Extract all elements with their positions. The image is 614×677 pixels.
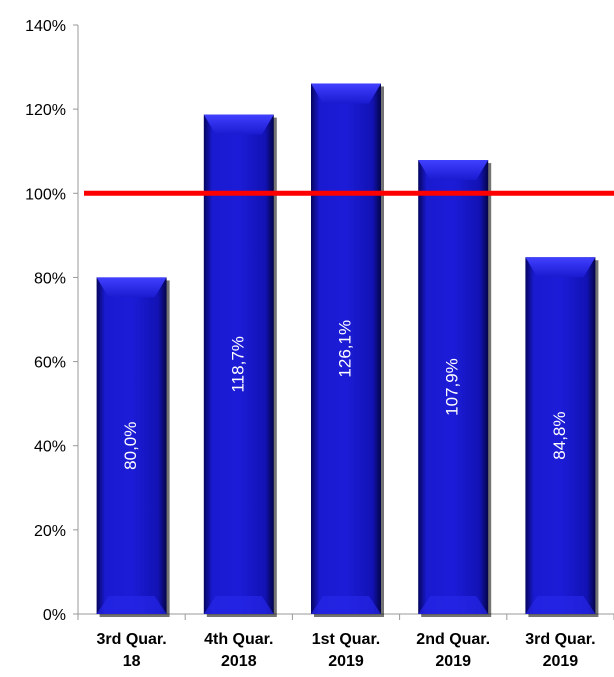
data-label: 126,1% xyxy=(335,320,354,378)
y-tick-label: 60% xyxy=(34,355,66,372)
bars: 80,0% 118,7% 126,1% 107,9% 84,8% xyxy=(96,83,599,617)
bar-cap xyxy=(203,114,274,135)
x-category-label-line: 2019 xyxy=(328,653,364,670)
bar-cap xyxy=(96,277,167,298)
bar-base xyxy=(525,596,596,614)
bar-group: 80,0% xyxy=(96,277,170,617)
y-tick-label: 120% xyxy=(25,102,66,119)
bar-group: 126,1% xyxy=(311,83,384,617)
x-category-label: 3rd Quar. 2019 xyxy=(525,631,595,670)
y-tick-label: 80% xyxy=(34,270,66,287)
bar xyxy=(96,277,167,614)
x-category-label-line: 2018 xyxy=(221,653,257,670)
x-category-label-line: 2019 xyxy=(435,653,471,670)
data-label: 80,0% xyxy=(121,422,140,470)
x-category-label: 3rd Quar. 18 xyxy=(96,631,166,670)
y-tick-label: 40% xyxy=(34,439,66,456)
bar-group: 107,9% xyxy=(418,160,492,617)
bar xyxy=(311,83,381,614)
bar xyxy=(525,257,596,614)
data-label: 107,9% xyxy=(443,358,462,416)
data-label: 84,8% xyxy=(550,412,569,460)
bar-base xyxy=(203,596,274,614)
x-category-label-line: 4th Quar. xyxy=(204,631,273,648)
bar-cap xyxy=(418,160,489,181)
y-tick-label: 140% xyxy=(25,18,66,35)
y-tick-label: 20% xyxy=(34,523,66,540)
x-category-label: 2nd Quar. 2019 xyxy=(416,631,490,670)
x-category-label-line: 1st Quar. xyxy=(312,631,380,648)
bar-base xyxy=(96,596,167,614)
bar-base xyxy=(418,596,489,614)
axes: 0% 20% 40% 60% 80% 100% 120% 140% 3rd Quar. 18 4th… xyxy=(25,18,614,670)
bar-group: 118,7% xyxy=(203,114,277,617)
x-category-label-line: 18 xyxy=(123,653,141,670)
x-category-label: 1st Quar. 2019 xyxy=(312,631,380,670)
x-category-label: 4th Quar. 2018 xyxy=(204,631,273,670)
y-tick-label: 0% xyxy=(43,607,66,624)
bar-cap xyxy=(525,257,596,278)
bar-group: 84,8% xyxy=(525,257,599,617)
x-category-label-line: 3rd Quar. xyxy=(96,631,166,648)
data-label: 118,7% xyxy=(228,336,247,392)
bar xyxy=(203,114,274,614)
x-category-label-line: 3rd Quar. xyxy=(525,631,595,648)
bar-base xyxy=(311,596,381,614)
y-tick-label: 100% xyxy=(25,186,66,203)
x-category-label-line: 2nd Quar. xyxy=(416,631,490,648)
bar-cap xyxy=(311,83,381,104)
bar xyxy=(418,160,489,614)
x-category-label-line: 2019 xyxy=(543,653,579,670)
